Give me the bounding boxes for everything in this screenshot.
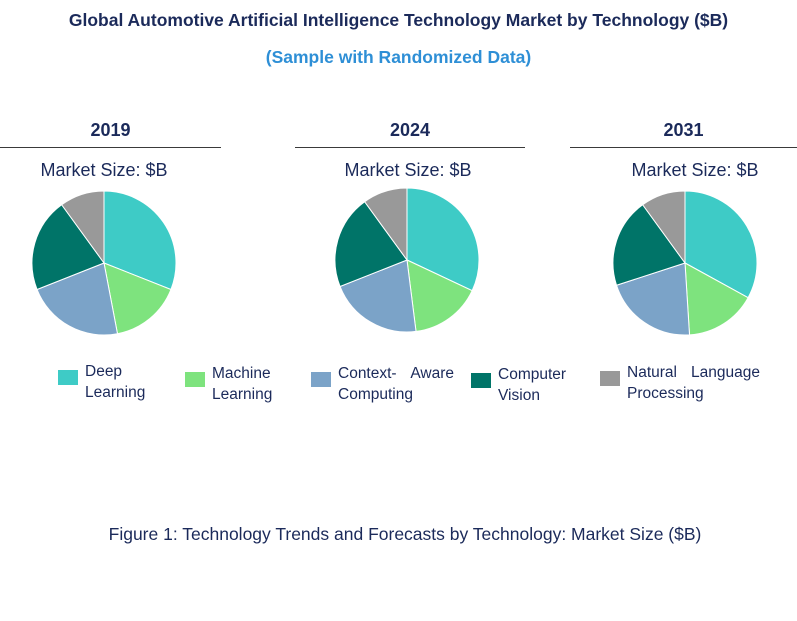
market-size-label: Market Size: $B bbox=[344, 160, 472, 180]
legend-swatch bbox=[311, 372, 331, 387]
pie-chart-2024 bbox=[334, 187, 480, 333]
pie-slice-natural-language-processing bbox=[641, 190, 686, 265]
panel-year-2024: 2024 bbox=[389, 120, 431, 140]
chart-subtitle: (Sample with Randomized Data) bbox=[265, 47, 532, 67]
pie-slice-deep-learning bbox=[684, 190, 758, 299]
pie-slice-computer-vision bbox=[31, 204, 105, 291]
legend-label: Natural Language Processing bbox=[627, 364, 760, 402]
panel-divider bbox=[295, 147, 525, 148]
chart-title: Global Automotive Artificial Intelligenc… bbox=[68, 10, 729, 30]
legend-label: Context- Aware Computing bbox=[338, 365, 454, 403]
panel-year-2031: 2031 bbox=[663, 120, 704, 140]
legend-item-deep-learning: Deep Learning bbox=[58, 361, 145, 403]
pie-slice-machine-learning bbox=[103, 262, 172, 335]
pie-slice-context-aware-computing bbox=[36, 262, 119, 336]
legend-label: Deep Learning bbox=[85, 363, 146, 401]
figure-caption: Figure 1: Technology Trends and Forecast… bbox=[108, 524, 702, 544]
legend-label: Computer Vision bbox=[498, 366, 567, 404]
legend-item-machine-learning: Machine Learning bbox=[185, 363, 272, 405]
legend-label: Machine Learning bbox=[212, 365, 273, 403]
pie-slice-context-aware-computing bbox=[339, 259, 417, 333]
legend-item-context-aware-computing: Context- Aware Computing bbox=[311, 363, 454, 405]
pie-slice-natural-language-processing bbox=[60, 190, 105, 265]
legend-swatch bbox=[185, 372, 205, 387]
legend-swatch bbox=[600, 371, 620, 386]
pie-slice-machine-learning bbox=[406, 259, 473, 332]
panel-divider bbox=[0, 147, 221, 148]
pie-slice-deep-learning bbox=[406, 187, 480, 292]
pie-slice-computer-vision bbox=[612, 204, 686, 286]
pie-slice-natural-language-processing bbox=[363, 187, 408, 262]
pie-chart-2031 bbox=[612, 190, 758, 336]
pie-slice-machine-learning bbox=[684, 262, 749, 336]
legend-swatch bbox=[58, 370, 78, 385]
legend-swatch bbox=[471, 373, 491, 388]
panel-year-2019: 2019 bbox=[90, 120, 131, 140]
pie-slice-computer-vision bbox=[334, 201, 408, 288]
legend-item-natural-language-processing: Natural Language Processing bbox=[600, 362, 760, 404]
market-size-label: Market Size: $B bbox=[631, 160, 759, 180]
panel-divider bbox=[570, 147, 797, 148]
pie-slice-deep-learning bbox=[103, 190, 177, 291]
legend-item-computer-vision: Computer Vision bbox=[471, 364, 566, 406]
pie-slice-context-aware-computing bbox=[615, 262, 691, 336]
pie-chart-2019 bbox=[31, 190, 177, 336]
market-size-label: Market Size: $B bbox=[40, 160, 168, 180]
